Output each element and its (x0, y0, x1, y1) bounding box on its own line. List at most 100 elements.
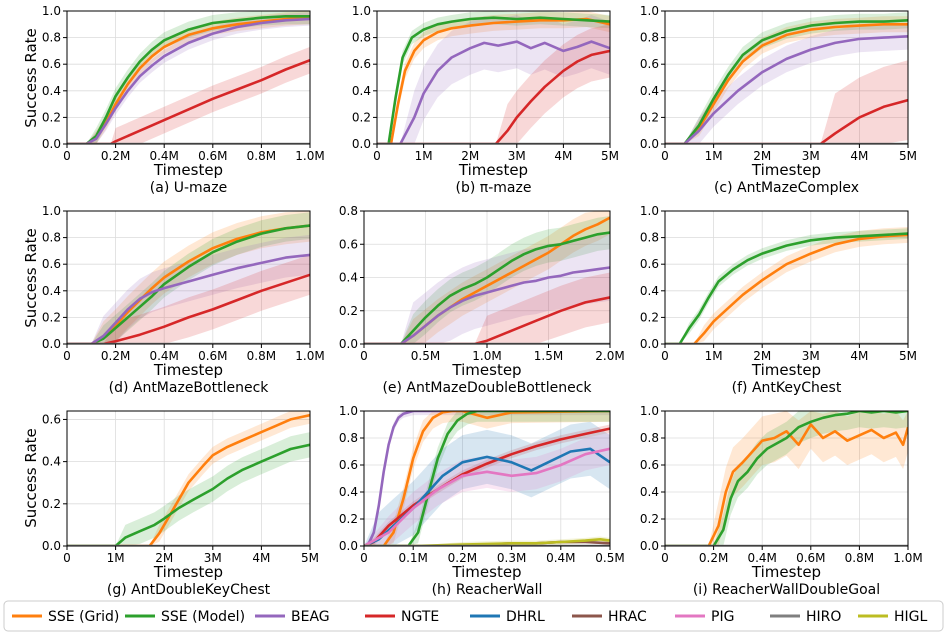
y-tick-label: 0.4 (352, 84, 371, 98)
y-tick-label: 0.0 (42, 337, 61, 351)
y-tick-label: 0.6 (42, 412, 61, 426)
series-ngte (364, 427, 610, 546)
x-tick-label: 0.4M (546, 551, 575, 565)
axes-frame (664, 210, 909, 345)
x-tick-label: 0.6M (198, 149, 227, 163)
series-sse-model (665, 232, 908, 344)
band-ngte (364, 424, 610, 546)
y-tick-label: 0.0 (640, 337, 659, 351)
panel-caption: (h) ReacherWall (432, 582, 543, 598)
axes-frame (66, 10, 311, 145)
band-sse-model (67, 432, 310, 546)
x-axis-label: Timestep (153, 161, 223, 179)
series-sse-model (364, 231, 610, 344)
x-axis-label: Timestep (751, 161, 821, 179)
legend-label: HIGL (894, 609, 928, 625)
series-sse-grid (67, 413, 310, 546)
legend-label: HIRO (806, 609, 841, 625)
y-tick-label: 0.0 (640, 137, 659, 151)
legend-label: SSE (Model) (161, 609, 245, 625)
y-tick-label: 1.0 (640, 4, 659, 18)
x-tick-label: 0.8M (247, 349, 276, 363)
plot-area (67, 211, 310, 344)
series-beag (67, 17, 310, 144)
band-sse-grid (67, 411, 310, 546)
band-sse-grid (665, 227, 908, 344)
series-beag (364, 411, 610, 546)
series-sse-grid (665, 423, 908, 546)
x-tick-label: 0.6M (796, 551, 825, 565)
band-sse-model (377, 11, 610, 144)
series-ngte (67, 273, 310, 344)
x-axis-label: Timestep (153, 361, 223, 379)
x-tick-label: 4M (554, 149, 572, 163)
series-sse-model (665, 411, 908, 546)
y-tick-label: 1.0 (640, 204, 659, 218)
x-tick-label: 2M (155, 551, 173, 565)
ylabel-row-1: Success Rate (22, 28, 40, 128)
y-tick-label: 0.8 (339, 431, 358, 445)
x-tick-label: 0 (661, 551, 669, 565)
y-tick-label: 0.0 (640, 539, 659, 553)
x-tick-label: 0.1M (398, 551, 427, 565)
x-tick-label: 0 (63, 349, 71, 363)
y-tick-label: 1.0 (352, 4, 371, 18)
series-beag (67, 253, 310, 344)
y-tick-label: 0.4 (640, 284, 659, 298)
band-dhrl (364, 421, 610, 546)
x-axis-label: Timestep (451, 563, 521, 581)
band-beag (665, 23, 908, 144)
series-sse-grid (665, 23, 908, 144)
x-axis-label: Timestep (153, 563, 223, 581)
plot-area (377, 11, 610, 144)
y-tick-label: 0.2 (640, 110, 659, 124)
series-ngte (377, 49, 610, 144)
x-tick-label: 2M (753, 349, 771, 363)
y-tick-label: 0.0 (352, 137, 371, 151)
x-tick-label: 5M (601, 149, 619, 163)
panel-caption: (f) AntKeyChest (732, 380, 842, 396)
series-sse-model (67, 15, 310, 144)
x-tick-label: 1.0M (295, 349, 324, 363)
y-tick-label: 0.6 (42, 257, 61, 271)
y-tick-label: 0.0 (339, 337, 358, 351)
band-sse-grid (67, 11, 310, 144)
x-tick-label: 0.4M (149, 149, 178, 163)
panel-caption: (a) U-maze (150, 180, 227, 196)
x-axis-label: Timestep (451, 361, 521, 379)
y-tick-label: 0.4 (42, 84, 61, 98)
x-tick-label: 0 (661, 349, 669, 363)
y-tick-label: 0.4 (42, 455, 61, 469)
x-tick-label: 0.5M (411, 349, 440, 363)
axes-frame (664, 10, 909, 145)
x-tick-label: 0.8M (845, 551, 874, 565)
x-tick-label: 0 (360, 551, 368, 565)
panel-b-maze: 0.0 0.2 0.4 0.6 0.8 1.0 0 1M 2M 3M 4M 5M Timestep(b)… (352, 4, 619, 196)
series-pig (364, 447, 610, 546)
x-tick-label: 0.6M (198, 349, 227, 363)
panel-caption: (d) AntMazeBottleneck (109, 380, 270, 396)
series-sse-grid (665, 233, 908, 344)
x-tick-label: 1M (107, 551, 125, 565)
y-tick-label: 0.8 (339, 204, 358, 218)
panel-d-antmazebottleneck: 0.0 0.2 0.4 0.6 0.8 1.0 0 0.2M 0.4M 0.6M 0.8M 1.0M T… (42, 204, 325, 396)
y-tick-label: 0.2 (352, 110, 371, 124)
y-tick-label: 0.6 (640, 458, 659, 472)
y-tick-label: 0.8 (42, 231, 61, 245)
y-tick-label: 0.8 (42, 31, 61, 45)
panel-caption: (i) ReacherWallDoubleGoal (693, 582, 880, 598)
band-sse-model (665, 228, 908, 344)
x-tick-label: 2M (753, 149, 771, 163)
x-tick-label: 1M (415, 149, 433, 163)
axes-frame (376, 10, 611, 145)
chart-panels: 0.0 0.2 0.4 0.6 0.8 1.0 0 0.2M 0.4M 0.6M 0.8M 1.0M T… (42, 4, 923, 598)
band-sse-grid (377, 11, 610, 144)
band-ngte (377, 24, 610, 144)
legend-label: NGTE (401, 609, 439, 625)
panel-c-antmazecomplex: 0.0 0.2 0.4 0.6 0.8 1.0 0 1M 2M 3M 4M 5M Timestep(c)… (640, 4, 917, 196)
x-tick-label: 1.0M (893, 551, 922, 565)
x-tick-label: 0.2M (699, 551, 728, 565)
y-tick-label: 0.6 (339, 237, 358, 251)
band-sse-model (67, 11, 310, 144)
x-tick-label: 4M (850, 349, 868, 363)
